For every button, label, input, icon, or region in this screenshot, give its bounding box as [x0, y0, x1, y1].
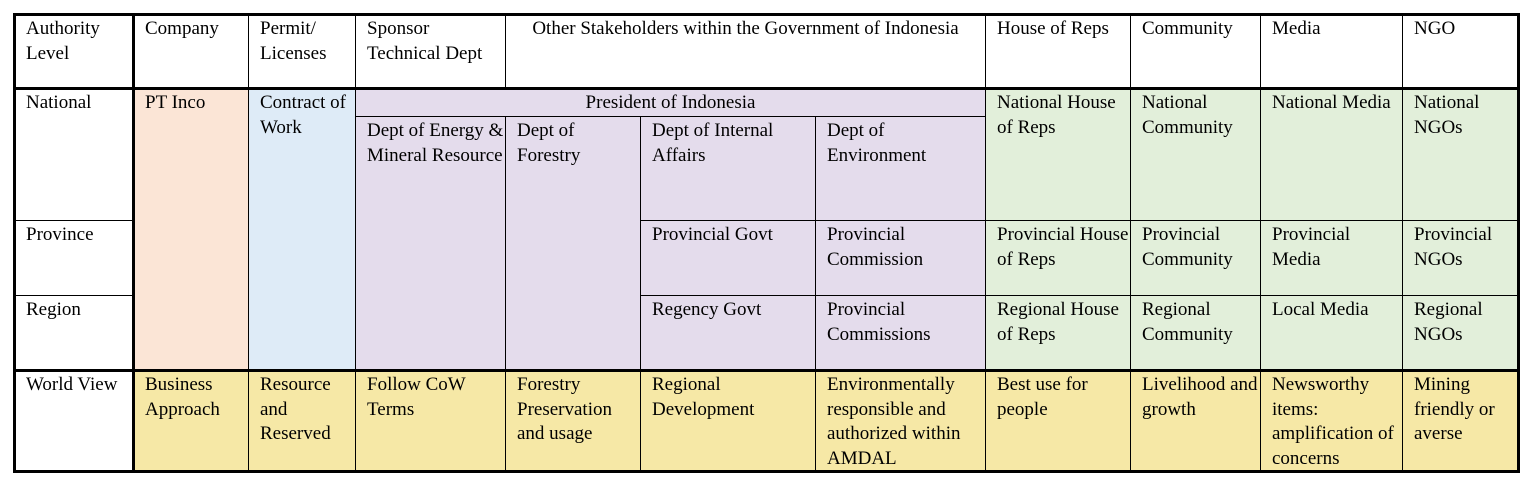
header-cell: Authority Level: [14, 14, 134, 89]
header-cell: Sponsor Technical Dept: [355, 14, 506, 89]
stakeholder-cell: National NGOs: [1402, 88, 1519, 221]
world-view-cell: Regional Development: [640, 370, 816, 472]
level-cell: World View: [14, 370, 134, 472]
regional-cell: Provincial Commissions: [815, 295, 986, 371]
thick-rule: [13, 13, 1520, 16]
department-cell: Dept of Energy & Mineral Resource: [355, 116, 506, 371]
stakeholder-cell: Provincial Media: [1260, 220, 1403, 296]
level-cell: Region: [14, 295, 134, 371]
department-cell: Dept of Internal Affairs: [640, 116, 816, 221]
stakeholder-cell: Regional Community: [1130, 295, 1261, 371]
world-view-cell: Newsworthy items: amplification of conce…: [1260, 370, 1403, 472]
stakeholder-cell: National Community: [1130, 88, 1261, 221]
department-cell: Dept of Forestry: [505, 116, 641, 371]
provincial-cell: Provincial Commission: [815, 220, 986, 296]
department-cell: Dept of Environment: [815, 116, 986, 221]
permit-cell: Contract of Work: [248, 88, 356, 371]
header-cell: Permit/ Licenses: [248, 14, 356, 89]
president-cell: President of Indonesia: [355, 88, 986, 117]
thick-rule: [132, 14, 135, 471]
header-cell: Community: [1130, 14, 1261, 89]
thick-rule: [14, 87, 1518, 90]
world-view-cell: Environmentally responsible and authoriz…: [815, 370, 986, 472]
regional-cell: Regency Govt: [640, 295, 816, 371]
world-view-cell: Business Approach: [133, 370, 249, 472]
stakeholder-cell: National Media: [1260, 88, 1403, 221]
stakeholder-cell: Regional NGOs: [1402, 295, 1519, 371]
world-view-cell: Best use for people: [985, 370, 1131, 472]
header-cell: Company: [133, 14, 249, 89]
world-view-cell: Resource and Reserved: [248, 370, 356, 472]
header-cell: NGO: [1402, 14, 1519, 89]
thick-rule: [13, 470, 1520, 473]
thick-rule: [14, 369, 1518, 372]
world-view-cell: Mining friendly or averse: [1402, 370, 1519, 472]
header-cell: Other Stakeholders within the Government…: [505, 14, 986, 89]
header-cell: Media: [1260, 14, 1403, 89]
level-cell: Province: [14, 220, 134, 296]
world-view-cell: Livelihood and growth: [1130, 370, 1261, 472]
level-cell: National: [14, 88, 134, 221]
world-view-cell: Forestry Preservation and usage: [505, 370, 641, 472]
stakeholder-cell: Regional House of Reps: [985, 295, 1131, 371]
thick-rule: [13, 13, 16, 473]
world-view-cell: Follow CoW Terms: [355, 370, 506, 472]
header-cell: House of Reps: [985, 14, 1131, 89]
thick-rule: [1517, 13, 1520, 473]
provincial-cell: Provincial Govt: [640, 220, 816, 296]
stakeholder-cell: Provincial House of Reps: [985, 220, 1131, 296]
stakeholder-cell: National House of Reps: [985, 88, 1131, 221]
company-cell: PT Inco: [133, 88, 249, 371]
stakeholder-cell: Provincial Community: [1130, 220, 1261, 296]
stakeholder-cell: Provincial NGOs: [1402, 220, 1519, 296]
stakeholder-cell: Local Media: [1260, 295, 1403, 371]
